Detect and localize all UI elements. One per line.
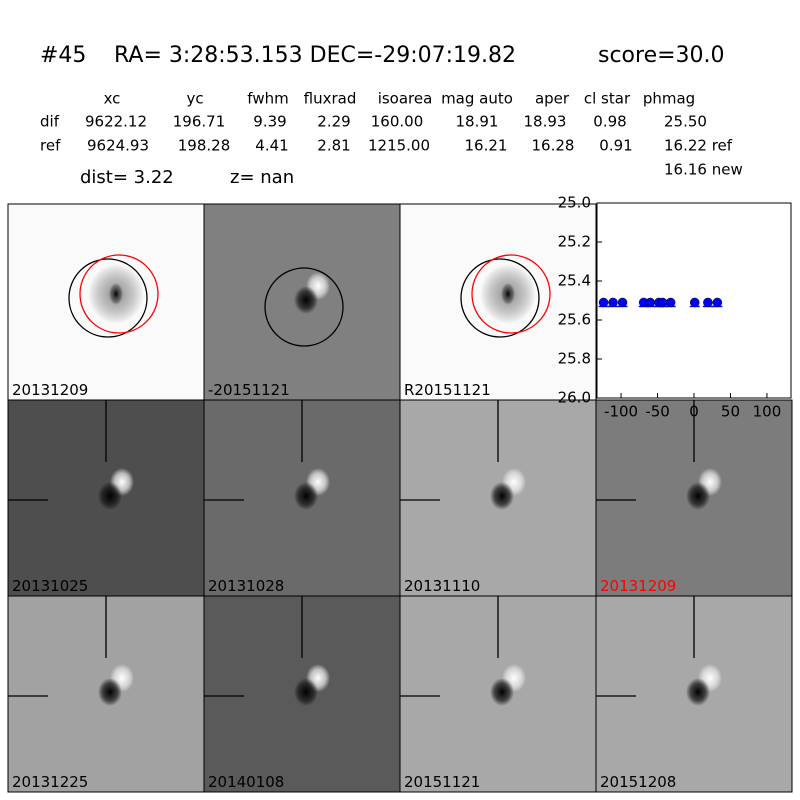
y-tick-label: 25.0: [558, 194, 591, 212]
cell: 2.81: [317, 137, 350, 155]
point: [645, 297, 655, 308]
cell: 18.93: [524, 113, 567, 131]
coordinates: RA= 3:28:53.153 DEC=-29:07:19.82: [114, 43, 516, 68]
stamp-label: 20131110: [404, 577, 480, 595]
stamp-label: 20131028: [208, 577, 284, 595]
column-header: xc: [104, 90, 121, 108]
y-tick-label: 25.6: [558, 311, 591, 329]
circle-black: [68, 258, 148, 338]
stamp-label: 20140108: [208, 773, 284, 791]
point: [712, 297, 723, 308]
point: [617, 297, 628, 308]
point: [608, 297, 618, 308]
circle-black: [460, 258, 540, 338]
cell: 2.29: [317, 113, 350, 131]
cell: 16.21: [465, 137, 508, 155]
stamp-label: 20151208: [600, 773, 676, 791]
stamp-label: -20151121: [208, 381, 290, 399]
lobe-black: [294, 286, 318, 314]
cell: 0.91: [599, 137, 632, 155]
stamp-label: 20131225: [12, 773, 88, 791]
lobe-black: [294, 482, 318, 510]
source-core: [109, 283, 123, 305]
point: [598, 297, 609, 308]
score: score=30.0: [598, 43, 725, 68]
point: [657, 297, 668, 308]
x-tick-label: 50: [721, 403, 740, 421]
dist: dist= 3.22: [80, 167, 174, 188]
y-tick-label: 25.2: [558, 233, 591, 251]
lobe-black: [686, 482, 710, 510]
column-header: cl star: [584, 90, 631, 108]
lobe-black: [294, 678, 318, 706]
stamp-label: 20131209: [12, 381, 88, 399]
lobe-black: [98, 482, 122, 510]
cell: 9.39: [253, 113, 286, 131]
source-core: [501, 283, 515, 305]
stamp-label: 20131209: [600, 577, 676, 595]
point: [689, 297, 700, 308]
cell: 16.28: [532, 137, 575, 155]
cell: 9624.93: [87, 137, 149, 155]
cell: 0.98: [593, 113, 626, 131]
cell: 1215.00: [368, 137, 430, 155]
cell: 9622.12: [85, 113, 147, 131]
lobe-black: [686, 678, 710, 706]
column-header: mag auto: [441, 90, 513, 108]
lobe-black: [490, 678, 514, 706]
row-label: dif: [40, 113, 60, 131]
column-header: fwhm: [247, 90, 288, 108]
stamp-label: 20151121: [404, 773, 480, 791]
column-header: fluxrad: [304, 90, 357, 108]
x-tick-label: 0: [689, 403, 699, 421]
y-tick-label: 25.8: [558, 350, 591, 368]
y-tick-label: 25.4: [558, 272, 591, 290]
column-header: yc: [186, 90, 203, 108]
cell: 25.50: [664, 113, 707, 131]
row-label: ref: [40, 137, 61, 155]
cell: 18.91: [456, 113, 499, 131]
chart: 25.0 25.2 25.4 25.6 25.8 26.0 -100 -50 0 50 100: [558, 194, 792, 421]
object-id: #45: [40, 43, 86, 68]
cell: 16.22 ref: [664, 137, 733, 155]
lobe-black: [490, 482, 514, 510]
point: [703, 297, 713, 308]
cell: 4.41: [255, 137, 288, 155]
stamps: 20131209 -20151121 R20151121 20131025 201310…: [7, 203, 793, 793]
x-tick-label: -50: [645, 403, 670, 421]
lobe-black: [98, 678, 122, 706]
stamp-label: 20131025: [12, 577, 88, 595]
circle-black: [264, 267, 344, 347]
point: [665, 297, 676, 308]
column-header: aper: [535, 90, 570, 108]
z: z= nan: [230, 167, 294, 188]
column-header: isoarea: [378, 90, 433, 108]
column-header: phmag: [643, 90, 695, 108]
cell: 196.71: [173, 113, 226, 131]
cell: 160.00: [371, 113, 424, 131]
cell: 198.28: [178, 137, 231, 155]
x-tick-label: -100: [604, 403, 638, 421]
circle-red: [79, 254, 159, 334]
x-tick-label: 100: [753, 403, 782, 421]
circle-red: [471, 254, 551, 334]
phmag-new: 16.16 new: [664, 161, 743, 179]
stamp-label: R20151121: [404, 381, 491, 399]
y-tick-label: 26.0: [558, 389, 591, 407]
